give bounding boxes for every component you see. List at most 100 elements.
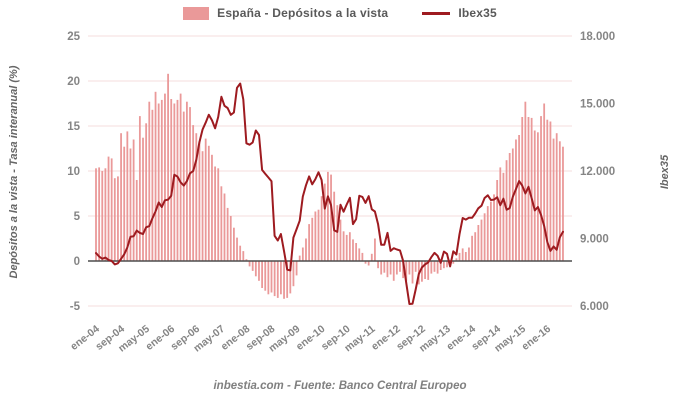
deposit-bar bbox=[367, 261, 370, 266]
deposit-bar bbox=[442, 261, 445, 269]
deposit-bar bbox=[276, 261, 279, 298]
deposit-bar bbox=[336, 205, 339, 261]
deposit-bar bbox=[380, 261, 383, 275]
deposit-bar bbox=[148, 101, 151, 261]
deposit-bar bbox=[239, 245, 242, 261]
ibex-series-swatch bbox=[422, 11, 451, 15]
deposit-bar bbox=[123, 146, 126, 261]
left-tick-label: 15 bbox=[67, 121, 80, 133]
deposit-bar bbox=[421, 261, 423, 282]
deposit-bar bbox=[549, 121, 552, 261]
deposit-bar bbox=[452, 261, 455, 264]
deposit-bar bbox=[464, 252, 467, 261]
deposit-bar bbox=[320, 196, 323, 261]
right-axis-title: Ibex35 bbox=[659, 154, 671, 190]
right-tick-label: 9.000 bbox=[580, 234, 609, 246]
deposit-bar bbox=[204, 138, 207, 261]
deposit-bar bbox=[317, 209, 320, 261]
deposit-bar bbox=[552, 138, 555, 261]
deposit-bar bbox=[207, 145, 210, 261]
deposit-bar bbox=[314, 211, 317, 261]
deposit-bar bbox=[352, 239, 354, 261]
deposit-bar bbox=[135, 180, 138, 261]
deposit-bar bbox=[113, 178, 116, 261]
deposit-bar bbox=[511, 148, 514, 261]
deposit-bar bbox=[468, 247, 470, 261]
deposit-bar bbox=[261, 261, 263, 288]
deposit-bar bbox=[515, 139, 517, 261]
left-axis-tick-labels: 25 20 15 10 5 0 -5 bbox=[67, 31, 80, 313]
deposit-bar bbox=[157, 103, 160, 261]
deposit-bar bbox=[242, 251, 245, 261]
legend-item-deposits: España - Depósitos a la vista bbox=[183, 6, 388, 20]
deposit-bar bbox=[164, 93, 166, 261]
ibex-line-series bbox=[95, 82, 564, 305]
deposit-bar bbox=[461, 248, 464, 261]
deposit-bar bbox=[518, 135, 520, 261]
deposit-bar bbox=[477, 225, 480, 261]
deposit-bar bbox=[220, 186, 223, 261]
deposit-bar bbox=[273, 261, 276, 297]
deposit-bar bbox=[145, 123, 148, 261]
deposit-bar bbox=[502, 172, 505, 261]
deposit-bar bbox=[439, 261, 442, 270]
legend: España - Depósitos a la vista Ibex35 bbox=[0, 6, 680, 20]
deposit-bar bbox=[226, 207, 229, 261]
deposit-bar bbox=[386, 261, 389, 278]
deposit-bar bbox=[126, 131, 129, 261]
deposit-bar bbox=[117, 176, 119, 261]
deposits-series-swatch bbox=[183, 6, 210, 20]
deposit-bar bbox=[236, 237, 238, 261]
deposit-bar bbox=[301, 247, 304, 261]
deposit-bar bbox=[480, 219, 483, 261]
deposit-bar bbox=[471, 235, 473, 261]
deposit-bar bbox=[98, 167, 101, 261]
deposit-bar bbox=[389, 261, 392, 275]
right-tick-label: 6.000 bbox=[580, 301, 609, 313]
deposit-bar bbox=[399, 261, 401, 272]
deposit-bar bbox=[305, 238, 307, 261]
deposit-bar bbox=[192, 125, 195, 261]
deposit-bar bbox=[292, 261, 295, 287]
deposits-bars-series bbox=[95, 73, 564, 299]
deposit-bar bbox=[540, 116, 542, 261]
deposit-bar bbox=[132, 139, 135, 261]
left-tick-label: 20 bbox=[67, 76, 80, 88]
deposit-bar bbox=[521, 117, 524, 261]
deposit-bar bbox=[555, 133, 558, 261]
deposit-bar bbox=[433, 261, 436, 272]
deposit-bar bbox=[129, 148, 132, 261]
deposit-bar bbox=[358, 248, 361, 261]
right-tick-label: 12.000 bbox=[580, 166, 615, 178]
deposit-bar bbox=[427, 261, 430, 280]
ibex-series-label: Ibex35 bbox=[458, 6, 497, 20]
deposit-bar bbox=[543, 103, 546, 261]
deposit-bar bbox=[430, 261, 433, 274]
deposit-bar bbox=[345, 234, 348, 261]
deposit-bar bbox=[489, 201, 492, 261]
deposit-bar bbox=[298, 255, 301, 261]
deposit-bar bbox=[533, 130, 536, 261]
deposit-bar bbox=[173, 103, 176, 261]
deposit-bar bbox=[101, 171, 104, 261]
deposit-bar bbox=[558, 141, 561, 261]
deposit-bar bbox=[104, 168, 107, 261]
deposit-bar bbox=[474, 232, 477, 261]
deposit-bar bbox=[270, 261, 273, 293]
deposit-bar bbox=[364, 261, 367, 264]
deposit-bar bbox=[201, 151, 204, 261]
deposit-bar bbox=[264, 261, 267, 291]
deposit-bar bbox=[414, 261, 417, 272]
deposit-bar bbox=[424, 261, 426, 279]
deposit-bar bbox=[458, 252, 461, 261]
deposit-bar bbox=[370, 253, 373, 261]
deposit-bar bbox=[536, 132, 539, 261]
deposit-bar bbox=[107, 156, 110, 261]
left-tick-label: 5 bbox=[74, 211, 81, 223]
deposit-bar bbox=[245, 259, 248, 261]
deposit-bar bbox=[361, 252, 364, 261]
deposit-bar bbox=[248, 261, 251, 267]
left-tick-label: 25 bbox=[67, 31, 80, 43]
deposit-bar bbox=[486, 206, 489, 261]
